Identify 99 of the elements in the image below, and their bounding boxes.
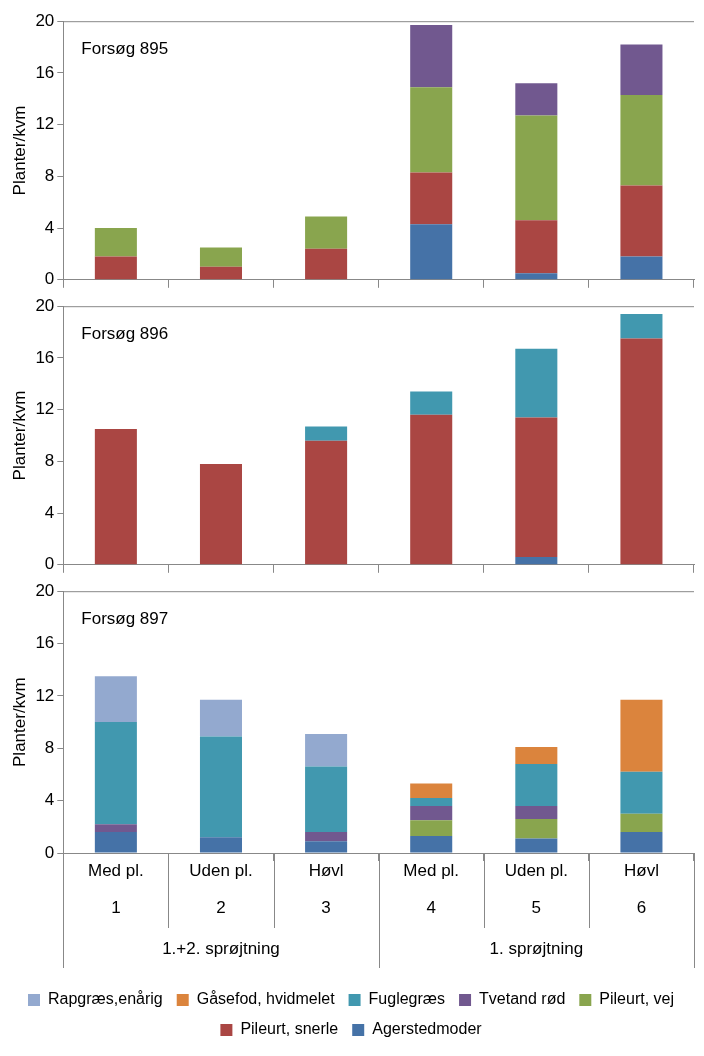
bar: [620, 256, 663, 280]
y-tick-label: 12: [35, 685, 55, 705]
bar: [410, 414, 453, 565]
y-tick-label: 0: [44, 554, 55, 574]
bar: [515, 417, 558, 558]
bar: [410, 172, 453, 225]
x-tick-label: Med pl.: [87, 860, 144, 880]
bar: [515, 348, 558, 418]
bar: [410, 224, 453, 280]
bar: [410, 798, 453, 806]
bar: [620, 94, 663, 186]
bar: [199, 699, 243, 737]
y-axis-title: Planter/kvm: [9, 677, 29, 767]
y-tick-label: 8: [44, 166, 55, 186]
text: 1: [111, 897, 121, 917]
bar: [94, 256, 137, 280]
y-tick-label: 0: [44, 269, 55, 289]
bar: [94, 228, 137, 257]
legend-label: Agerstedmoder: [372, 1020, 483, 1038]
bar: [410, 805, 453, 821]
bar: [410, 820, 453, 836]
bar: [515, 220, 558, 274]
bar: [620, 313, 663, 339]
y-axis-title: Planter/kvm: [9, 105, 29, 196]
text: 5: [531, 897, 542, 917]
legend-label: Fuglegræs: [368, 990, 446, 1008]
text: 6: [636, 897, 647, 917]
bar: [94, 824, 137, 833]
bar: [199, 736, 243, 838]
y-tick-label: 4: [44, 217, 55, 237]
x-tick-label: Uden pl.: [504, 860, 568, 880]
bar: [94, 429, 137, 565]
x-tick-label: Uden pl.: [189, 860, 253, 880]
x-tick-label: Med pl.: [403, 860, 460, 880]
bar: [410, 783, 453, 799]
bar: [305, 832, 348, 842]
bar: [305, 440, 348, 565]
bar: [620, 338, 663, 565]
legend-label: Pileurt, snerle: [240, 1020, 339, 1038]
bar: [94, 722, 137, 825]
bar: [305, 733, 348, 767]
y-tick-label: 8: [44, 737, 55, 757]
bar: [199, 247, 243, 267]
y-tick-label: 0: [44, 842, 55, 862]
y-tick-label: 20: [35, 10, 55, 30]
bar: [199, 463, 243, 565]
bar: [94, 832, 137, 853]
bar: [410, 87, 453, 173]
bar: [410, 25, 453, 88]
bar: [515, 763, 558, 806]
y-tick-label: 20: [35, 580, 55, 600]
legend-label: Pileurt, vej: [599, 990, 675, 1008]
legend-label: Gåsefod, hvidmelet: [196, 990, 336, 1008]
bar: [94, 676, 137, 723]
bar: [515, 273, 558, 280]
bar: [620, 813, 663, 833]
text: 1.+2. sprøjtning: [162, 938, 280, 958]
y-tick-label: 20: [35, 295, 55, 315]
x-tick-label: Høvl: [308, 860, 344, 880]
text: Forsøg 896: [81, 323, 169, 343]
bar: [410, 391, 453, 415]
text: 1. sprøjtning: [489, 938, 584, 958]
bar: [305, 841, 348, 853]
bar: [199, 266, 243, 280]
bar: [515, 805, 558, 819]
x-tick-label: Høvl: [623, 860, 659, 880]
y-tick-label: 4: [44, 790, 55, 810]
legend-label: Rapgræs,enårig: [48, 990, 163, 1008]
bar: [620, 44, 663, 95]
bar: [620, 185, 663, 257]
y-tick-label: 16: [35, 347, 55, 367]
text: 2: [216, 897, 226, 917]
y-tick-label: 8: [44, 451, 55, 471]
bar: [620, 832, 663, 853]
legend-label: Tvetand rød: [479, 990, 566, 1008]
bar: [515, 746, 558, 764]
y-tick-label: 16: [35, 633, 55, 653]
bar: [305, 216, 348, 249]
bar: [305, 248, 348, 280]
y-tick-label: 16: [35, 62, 55, 82]
bar: [515, 115, 558, 221]
y-tick-label: 12: [35, 114, 55, 134]
text: 3: [321, 897, 331, 917]
bar: [620, 771, 663, 814]
text: Forsøg 897: [81, 608, 169, 628]
y-axis-title: Planter/kvm: [9, 390, 29, 481]
bar: [305, 766, 348, 833]
text: 4: [426, 897, 436, 917]
bar: [410, 835, 453, 853]
y-tick-label: 4: [44, 502, 55, 522]
text: Forsøg 895: [81, 38, 169, 58]
bar: [515, 838, 558, 853]
bar: [620, 699, 663, 772]
bar: [515, 83, 558, 116]
bar: [515, 818, 558, 839]
y-tick-label: 12: [35, 399, 55, 419]
bar: [199, 837, 243, 853]
bar: [515, 557, 558, 565]
bar: [305, 426, 348, 441]
